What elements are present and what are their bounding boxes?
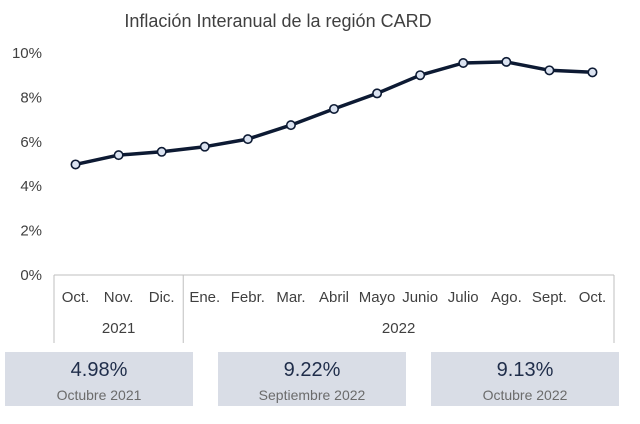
data-point (285, 120, 296, 131)
data-point (328, 103, 339, 114)
year-group-label: 2022 (382, 320, 415, 337)
data-point (415, 70, 426, 81)
year-group-label: 2021 (102, 320, 135, 337)
x-tick-label: Junio (402, 289, 438, 306)
data-point (458, 57, 469, 68)
data-point (156, 146, 167, 157)
y-tick-label: 10% (12, 45, 42, 62)
data-point (199, 141, 210, 152)
x-tick-label: Ene. (189, 289, 220, 306)
x-tick-label: Dic. (149, 289, 175, 306)
data-point (587, 67, 598, 78)
inflation-chart: Inflación Interanual de la región CARD 0… (12, 11, 615, 343)
year-group-labels: 2021 2022 (102, 320, 415, 337)
y-tick-label: 8% (20, 89, 42, 106)
x-tick-label: Ago. (491, 289, 522, 306)
x-tick-label: Abril (319, 289, 349, 306)
x-tick-label: Oct. (579, 289, 607, 306)
y-tick-label: 2% (20, 223, 42, 240)
y-tick-label: 0% (20, 267, 42, 284)
data-point (372, 88, 383, 99)
card-label: Octubre 2022 (482, 387, 568, 403)
summary-card-1: 4.98% Octubre 2021 (5, 352, 193, 406)
summary-card-2: 9.22% Septiembre 2022 (218, 352, 406, 406)
x-tick-label: Nov. (104, 289, 134, 306)
data-point (242, 134, 253, 145)
x-tick-label: Mayo (359, 289, 396, 306)
card-label: Septiembre 2022 (258, 387, 366, 403)
card-value: 9.13% (496, 359, 554, 381)
y-tick-label: 4% (20, 178, 42, 195)
series-points (70, 56, 598, 170)
chart-title: Inflación Interanual de la región CARD (124, 11, 431, 31)
chart-axes: 0% 2% 4% 6% 8% 10% (12, 45, 615, 343)
x-tick-label: Mar. (276, 289, 305, 306)
card-label: Octubre 2021 (56, 387, 142, 403)
data-point (544, 65, 555, 76)
data-point (70, 159, 81, 170)
x-tick-label: Febr. (231, 289, 265, 306)
y-tick-label: 6% (20, 134, 42, 151)
x-tick-label: Julio (448, 289, 479, 306)
x-axis-labels: Oct. Nov. Dic. Ene. Febr. Mar. Abril Mayo Junio J… (62, 289, 606, 306)
data-point (113, 150, 124, 161)
card-value: 9.22% (283, 359, 341, 381)
data-point (501, 56, 512, 67)
card-value: 4.98% (70, 359, 128, 381)
summary-card-3: 9.13% Octubre 2022 (431, 352, 619, 406)
x-tick-label: Sept. (532, 289, 567, 306)
x-tick-label: Oct. (62, 289, 90, 306)
